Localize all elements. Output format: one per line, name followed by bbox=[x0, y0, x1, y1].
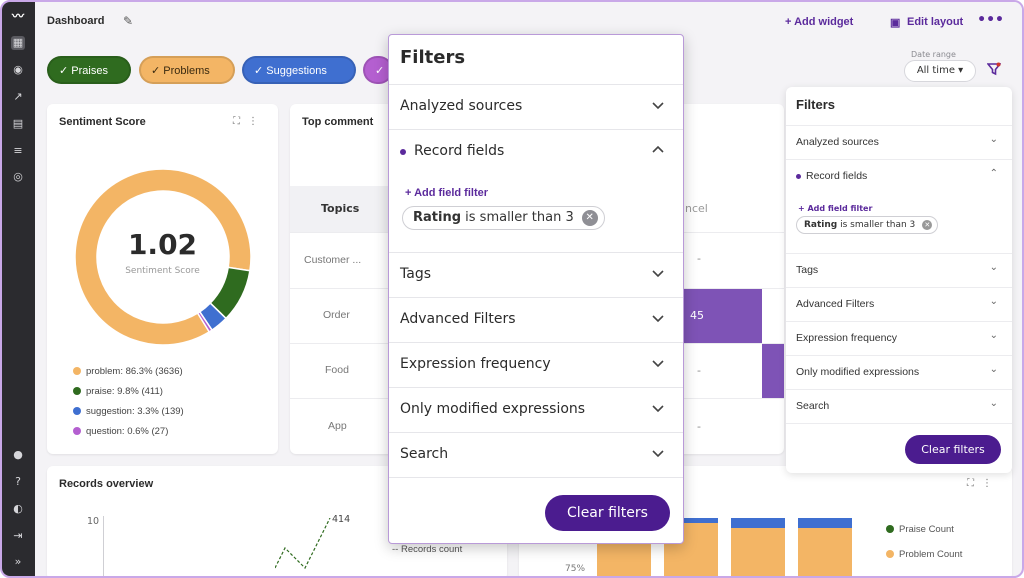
side-panel-title: Filters bbox=[796, 97, 836, 112]
records-line bbox=[275, 518, 331, 570]
cell-dash-3: - bbox=[697, 420, 701, 433]
side-filter-panel: Filters Analyzed sources ⌄ Record fields … bbox=[786, 87, 1012, 473]
records-overview-title: Records overview bbox=[59, 478, 154, 490]
section-tags[interactable]: Tags bbox=[389, 252, 683, 297]
chevron-down-icon bbox=[651, 310, 665, 324]
edit-layout-button[interactable]: Edit layout bbox=[907, 16, 964, 28]
chip-problems[interactable]: ✓ Problems bbox=[139, 56, 235, 84]
bottom-tick: 75% bbox=[565, 564, 586, 574]
row-label-app: App bbox=[328, 420, 347, 432]
more-options-icon[interactable]: ••• bbox=[977, 12, 1004, 28]
chevron-down-icon bbox=[651, 265, 665, 279]
counts-card-tools[interactable]: ⛶⋮ bbox=[967, 478, 1000, 489]
legend-praise-count: Praise Count bbox=[886, 524, 954, 535]
legend-problem-count: Problem Count bbox=[886, 549, 962, 560]
heatmap-cell[interactable]: 45 bbox=[684, 288, 762, 343]
legend-praise: praise: 9.8% (411) bbox=[73, 386, 163, 397]
legend-problem: problem: 86.3% (3636) bbox=[73, 366, 183, 377]
row-label-order: Order bbox=[323, 309, 350, 321]
side-expression-frequency[interactable]: Expression frequency ⌄ bbox=[786, 321, 1012, 355]
sentiment-donut bbox=[74, 168, 252, 346]
edit-title-icon[interactable]: ✎ bbox=[123, 14, 134, 28]
help-icon[interactable]: ? bbox=[15, 475, 21, 488]
top-comments-title: Top comment bbox=[302, 116, 374, 128]
card-tools[interactable]: ⛶⋮ bbox=[233, 116, 266, 127]
filters-popup: Filters Analyzed sources Record fields +… bbox=[388, 34, 684, 544]
cell-dash: - bbox=[697, 252, 701, 265]
remove-filter-icon[interactable]: ✕ bbox=[581, 210, 598, 226]
settings-icon[interactable]: ◎ bbox=[13, 170, 23, 183]
records-count-legend: -- Records count bbox=[392, 544, 463, 555]
side-search[interactable]: Search ⌄ bbox=[786, 389, 1012, 423]
expand-sidebar-icon[interactable]: » bbox=[14, 555, 22, 568]
chevron-down-icon bbox=[651, 97, 665, 111]
donut-slice-question[interactable] bbox=[196, 310, 214, 333]
chevron-down-icon bbox=[651, 400, 665, 414]
add-widget-button[interactable]: + Add widget bbox=[785, 16, 854, 28]
rule-field: Rating bbox=[413, 210, 462, 225]
filter-icon[interactable] bbox=[986, 62, 1002, 80]
list-icon[interactable]: ≡ bbox=[13, 144, 23, 157]
section-only-modified-expressions[interactable]: Only modified expressions bbox=[389, 387, 683, 432]
rule-text: is smaller than 3 bbox=[461, 210, 574, 225]
date-range-select[interactable]: All time ▾ bbox=[904, 60, 976, 82]
section-analyzed-sources[interactable]: Analyzed sources bbox=[389, 84, 683, 129]
sentiment-card: Sentiment Score ⛶⋮ 1.02 Sentiment Score … bbox=[47, 104, 278, 454]
row-label-food: Food bbox=[325, 364, 349, 376]
section-expression-frequency[interactable]: Expression frequency bbox=[389, 342, 683, 387]
chevron-up-icon bbox=[651, 142, 665, 156]
document-icon[interactable]: ▤ bbox=[12, 117, 24, 130]
side-advanced-filters[interactable]: Advanced Filters ⌄ bbox=[786, 287, 1012, 321]
side-tags[interactable]: Tags ⌄ bbox=[786, 253, 1012, 287]
row-label-customer: Customer ... bbox=[304, 254, 362, 266]
y-tick: 10 bbox=[87, 516, 100, 527]
page-title: Dashboard bbox=[47, 15, 105, 27]
sentiment-score-label: Sentiment Score bbox=[125, 266, 200, 276]
rating-filter-chip[interactable]: Rating is smaller than 3 ✕ bbox=[402, 206, 605, 230]
heatmap-cell-2[interactable] bbox=[762, 343, 784, 398]
active-dot-icon bbox=[400, 149, 406, 155]
side-clear-filters-button[interactable]: Clear filters bbox=[905, 435, 1001, 464]
peak-label: 414 bbox=[332, 514, 351, 525]
donut-slice-problem[interactable] bbox=[74, 168, 252, 346]
section-advanced-filters[interactable]: Advanced Filters bbox=[389, 297, 683, 342]
info-icon[interactable]: ● bbox=[13, 448, 23, 461]
legend-suggestion: suggestion: 3.3% (139) bbox=[73, 406, 184, 417]
add-field-filter-link[interactable]: + Add field filter bbox=[405, 187, 489, 199]
dashboard-icon[interactable]: ▦ bbox=[11, 36, 25, 50]
clear-filters-button[interactable]: Clear filters bbox=[545, 495, 670, 531]
date-range-label: Date range bbox=[911, 50, 956, 59]
chip-praises[interactable]: ✓ Praises bbox=[47, 56, 131, 84]
topics-header-cell bbox=[290, 186, 388, 232]
chip-suggestions[interactable]: ✓ Suggestions bbox=[242, 56, 356, 84]
side-only-modified[interactable]: Only modified expressions ⌄ bbox=[786, 355, 1012, 389]
topics-column-header: Topics bbox=[321, 202, 360, 215]
legend-question: question: 0.6% (27) bbox=[73, 426, 168, 437]
logout-icon[interactable]: ⇥ bbox=[13, 529, 23, 542]
chevron-down-icon bbox=[651, 445, 665, 459]
section-record-fields[interactable]: Record fields bbox=[389, 129, 683, 252]
section-search[interactable]: Search bbox=[389, 432, 683, 477]
sentiment-score-value: 1.02 bbox=[127, 228, 198, 261]
logo-icon: 〰 bbox=[11, 9, 24, 23]
cancel-column-header: ncel bbox=[685, 202, 708, 215]
circle-icon[interactable]: ◉ bbox=[13, 63, 23, 76]
sidebar: 〰 ▦ ◉ ↗ ▤ ≡ ◎ ● ? ◐ ⇥ » bbox=[2, 2, 35, 576]
account-icon[interactable]: ◐ bbox=[13, 502, 23, 515]
trend-icon[interactable]: ↗ bbox=[13, 90, 23, 103]
edit-layout-icon[interactable]: ▣ bbox=[890, 17, 901, 29]
side-record-fields[interactable]: Record fields ⌃ + Add field filter Ratin… bbox=[786, 159, 1012, 253]
sentiment-card-title: Sentiment Score bbox=[59, 116, 146, 128]
filters-title: Filters bbox=[400, 47, 466, 68]
side-analyzed-sources[interactable]: Analyzed sources ⌄ bbox=[786, 125, 1012, 159]
chevron-down-icon bbox=[651, 355, 665, 369]
cell-dash-2: - bbox=[697, 364, 701, 377]
